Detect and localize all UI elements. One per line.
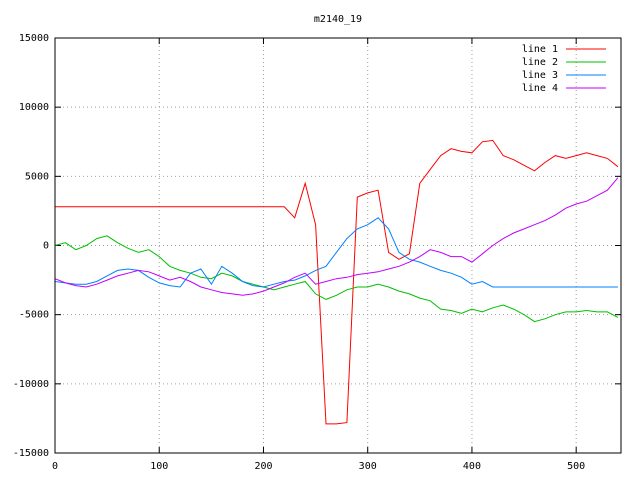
x-tick-label: 400 — [463, 461, 481, 472]
y-tick-label: 15000 — [19, 33, 49, 44]
legend-label: line 1 — [522, 44, 558, 55]
legend-label: line 3 — [522, 70, 558, 81]
data-line — [55, 139, 619, 425]
x-tick-label: 0 — [52, 461, 58, 472]
x-tick-label: 200 — [254, 461, 272, 472]
x-tick-label: 500 — [567, 461, 585, 472]
legend-label: line 2 — [522, 57, 558, 68]
y-tick-label: -10000 — [13, 379, 49, 390]
x-tick-label: 300 — [359, 461, 377, 472]
plot-border — [54, 37, 622, 454]
y-tick-label: 5000 — [25, 171, 49, 182]
x-tick-label: 100 — [150, 461, 168, 472]
y-tick-label: 0 — [43, 241, 49, 252]
chart-title: m2140_19 — [314, 14, 362, 25]
legend-label: line 4 — [522, 83, 558, 94]
y-tick-label: -5000 — [19, 310, 49, 321]
y-tick-label: -15000 — [13, 448, 49, 459]
data-line — [54, 217, 618, 288]
y-tick-label: 10000 — [19, 102, 49, 113]
data-line — [54, 177, 619, 296]
data-line — [54, 235, 619, 323]
